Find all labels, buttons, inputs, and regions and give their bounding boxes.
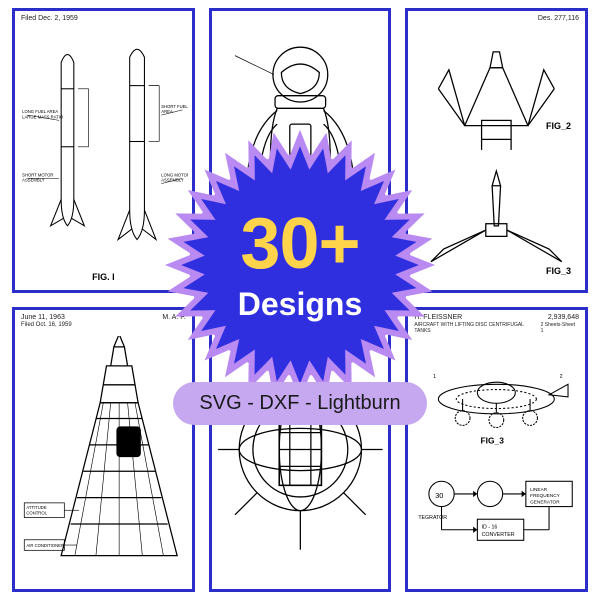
svg-text:ATTITUDE: ATTITUDE (26, 505, 46, 510)
card-header: Filed Dec. 2, 1959 (15, 11, 192, 25)
svg-text:FREQUENCY: FREQUENCY (530, 493, 561, 499)
card-date: June 11, 1963 (21, 314, 65, 322)
svg-text:LARGE MASS RATIO: LARGE MASS RATIO (22, 115, 64, 120)
svg-text:CONTROL: CONTROL (26, 510, 47, 515)
badge-text: 30+ Designs (165, 130, 435, 400)
svg-text:ID - 16: ID - 16 (482, 525, 498, 531)
card-patent-number: 2,939,648 (548, 314, 579, 322)
fig-label: FIG. I (92, 272, 115, 282)
svg-text:TEGRATOR: TEGRATOR (419, 516, 448, 522)
format-pill: SVG - DXF - Lightburn (173, 382, 426, 425)
badge-count: 30+ (240, 208, 359, 280)
card-sheets: 2 Sheets-Sheet 1 (541, 322, 579, 334)
card-patent-number: Des. 277,116 (538, 15, 579, 23)
svg-text:30: 30 (436, 492, 444, 501)
card-header: Des. 277,116 (408, 11, 585, 25)
svg-text:GENERATOR: GENERATOR (530, 500, 560, 506)
starburst: 30+ Designs (165, 130, 435, 400)
svg-text:AREA: AREA (161, 109, 173, 114)
fig-label-3: FIG_3 (546, 266, 571, 276)
card-date: Filed Dec. 2, 1959 (21, 15, 78, 23)
svg-text:AIR CONDITIONER: AIR CONDITIONER (26, 543, 64, 548)
svg-text:SHORT MOTOR: SHORT MOTOR (22, 173, 53, 178)
svg-text:FIG_3: FIG_3 (481, 436, 505, 446)
svg-text:LONG FUEL AREA: LONG FUEL AREA (22, 109, 58, 114)
svg-text:CONVERTER: CONVERTER (482, 532, 515, 538)
svg-text:ASSEMBLY: ASSEMBLY (22, 178, 45, 183)
svg-text:2: 2 (560, 374, 563, 380)
badge-designs: Designs (238, 286, 362, 323)
svg-text:SHORT FUEL: SHORT FUEL (161, 104, 187, 109)
svg-text:LINEAR: LINEAR (530, 487, 548, 493)
fig-label-2: FIG_2 (546, 121, 571, 131)
promo-badge: 30+ Designs SVG - DXF - Lightburn (150, 130, 450, 470)
